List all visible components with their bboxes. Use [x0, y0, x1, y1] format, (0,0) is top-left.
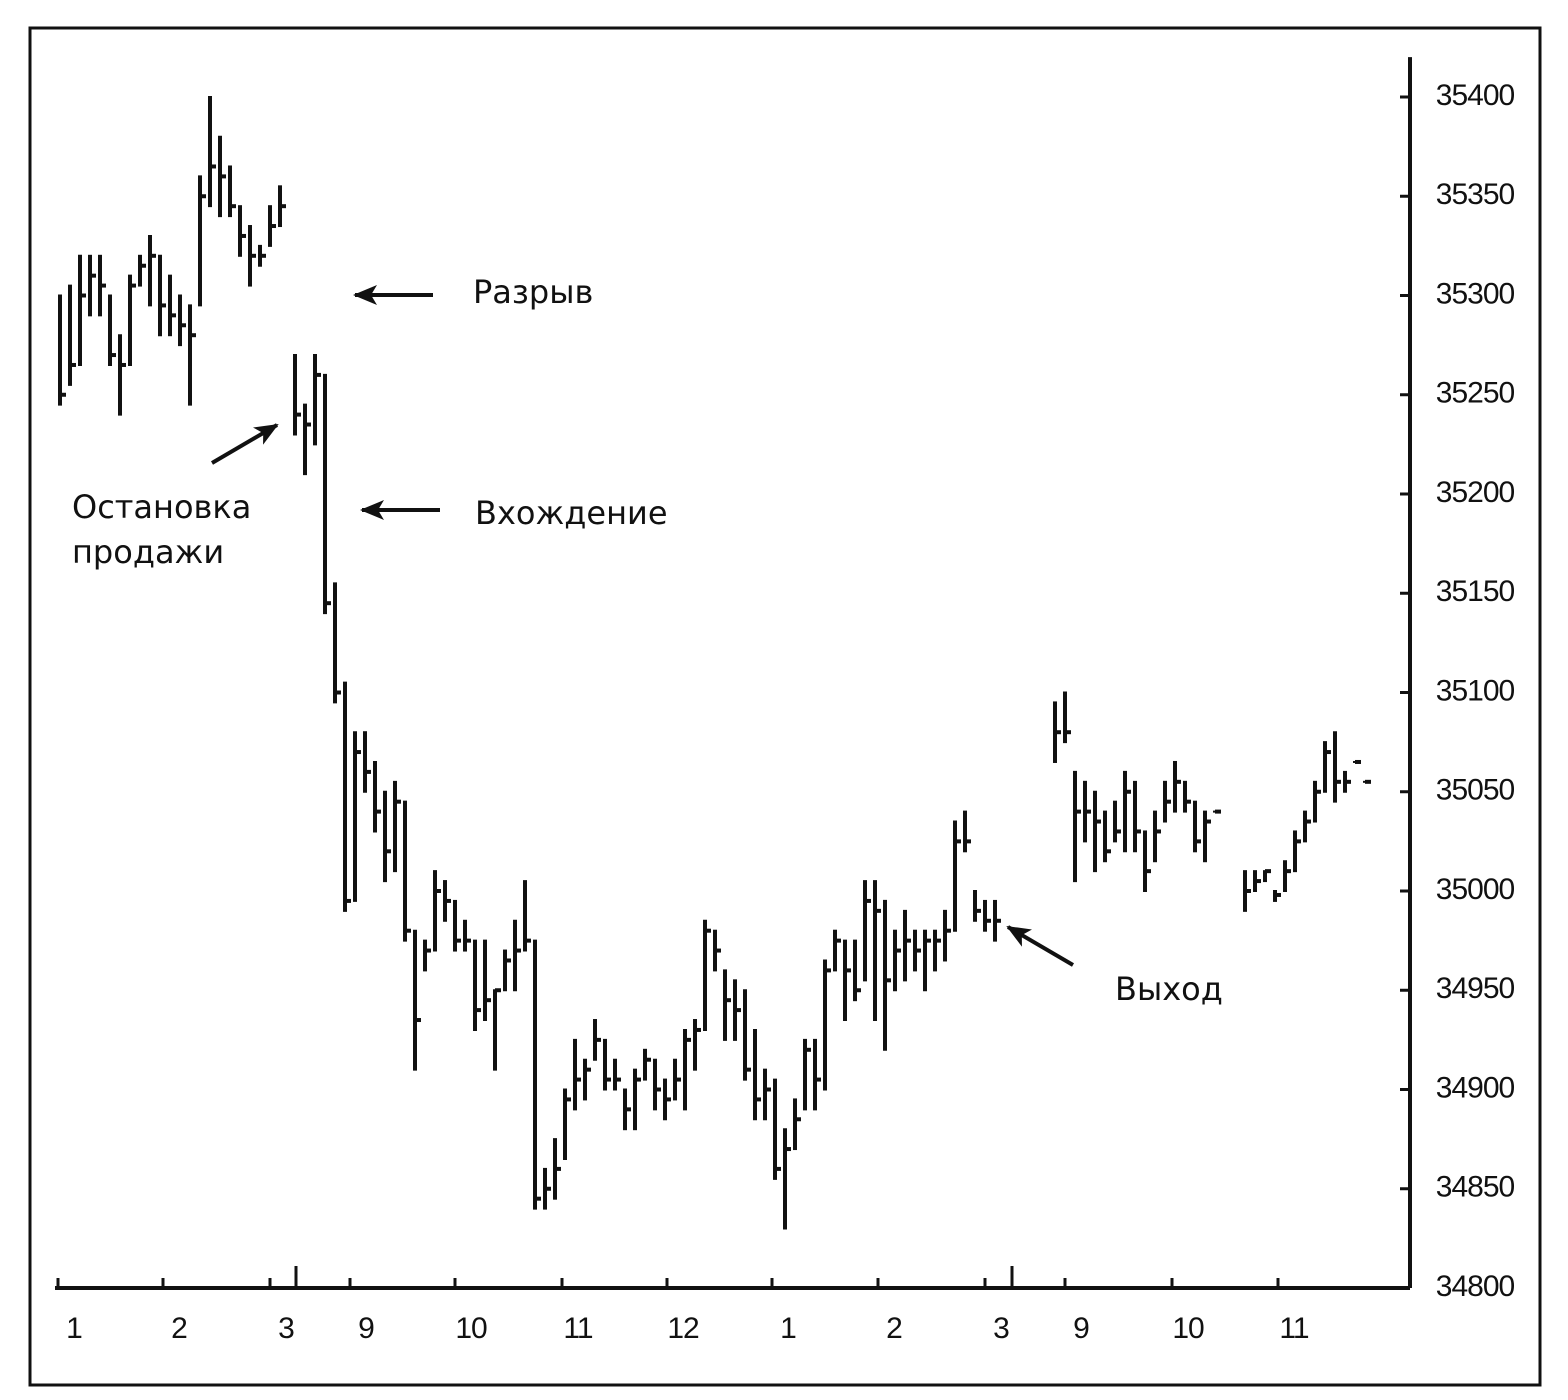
y-tick-label: 35350: [1436, 178, 1515, 211]
annotation-exit: Выход: [1115, 970, 1223, 1008]
annotation-entry: Вхождение: [475, 494, 668, 532]
x-tick-label: 2: [886, 1312, 902, 1345]
y-tick-label: 35100: [1436, 674, 1515, 707]
y-tick-label: 35150: [1436, 575, 1515, 608]
x-tick-label: 1: [780, 1312, 796, 1345]
y-tick-label: 34850: [1436, 1171, 1515, 1204]
x-tick-label: 3: [278, 1312, 294, 1345]
y-tick-label: 35050: [1436, 774, 1515, 807]
annotation-gap: Разрыв: [473, 273, 593, 311]
arrow: [210, 423, 279, 465]
x-tick-label: 11: [563, 1312, 592, 1345]
arrow: [1006, 925, 1075, 967]
x-tick-label: 12: [667, 1312, 699, 1345]
annotation-stop: Остановка: [72, 488, 251, 526]
y-tick-label: 34800: [1436, 1270, 1515, 1303]
annotation-stop: продажи: [72, 533, 224, 571]
y-tick-label: 35200: [1436, 476, 1515, 509]
y-tick-label: 34900: [1436, 1071, 1515, 1104]
x-tick-label: 9: [358, 1312, 374, 1345]
y-tick-label: 34950: [1436, 972, 1515, 1005]
y-tick-label: 35400: [1436, 79, 1515, 112]
y-tick-label: 35000: [1436, 873, 1515, 906]
x-tick-label: 10: [1172, 1312, 1204, 1345]
x-tick-label: 10: [455, 1312, 487, 1345]
x-tick-label: 11: [1279, 1312, 1308, 1345]
x-tick-label: 9: [1073, 1312, 1089, 1345]
frame: [28, 26, 1542, 1387]
x-tick-label: 1: [66, 1312, 82, 1345]
x-tick-label: 3: [993, 1312, 1009, 1345]
x-tick-label: 2: [171, 1312, 187, 1345]
y-tick-label: 35250: [1436, 377, 1515, 410]
y-tick-label: 35300: [1436, 277, 1515, 310]
